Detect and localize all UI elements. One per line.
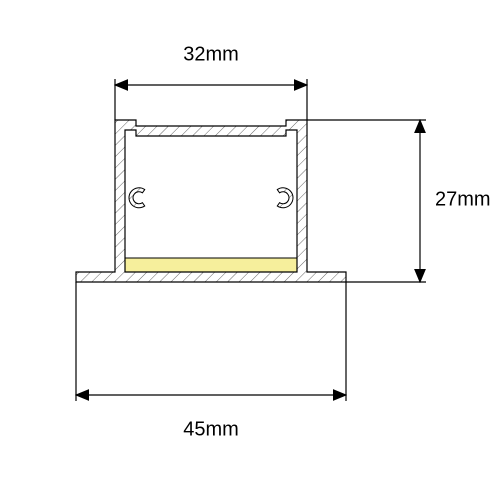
dimension-base-label: 45mm [183,418,239,440]
dimension-top-width: 32mm [115,43,307,120]
dimension-height-label: 27mm [435,188,491,210]
dimension-height: 27mm [307,120,491,282]
cross-section-drawing: 32mm 45mm 27mm [0,0,500,500]
diffuser [125,258,297,272]
dimension-top-label: 32mm [183,43,239,65]
dimension-base-width: 45mm [76,282,346,440]
